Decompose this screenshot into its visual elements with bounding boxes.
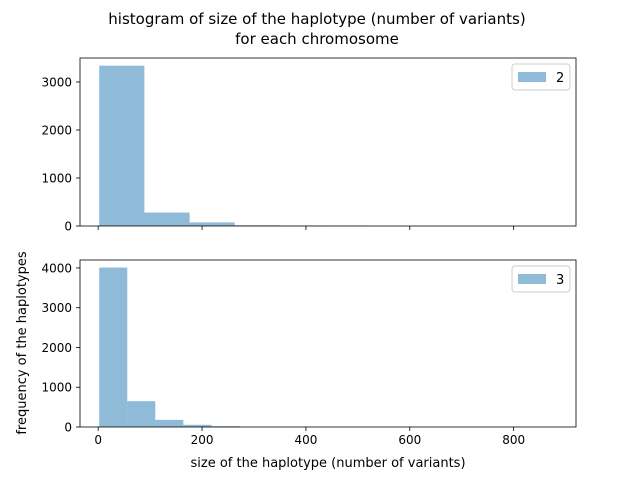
histogram-bar bbox=[127, 401, 155, 427]
histogram-bar bbox=[190, 222, 235, 226]
histogram-bar bbox=[144, 213, 189, 226]
y-tick-label: 0 bbox=[64, 220, 72, 234]
x-tick-label: 400 bbox=[294, 433, 317, 447]
x-tick-label: 800 bbox=[502, 433, 525, 447]
y-tick-label: 2000 bbox=[41, 341, 72, 355]
x-tick-label: 600 bbox=[398, 433, 421, 447]
chart-title-line1: histogram of size of the haplotype (numb… bbox=[108, 10, 525, 28]
legend-label: 2 bbox=[556, 71, 564, 86]
x-axis-label: size of the haplotype (number of variant… bbox=[190, 456, 465, 471]
x-tick-label: 200 bbox=[191, 433, 214, 447]
histogram-bar bbox=[155, 420, 183, 427]
histogram-bar bbox=[99, 66, 144, 226]
histogram-bar bbox=[99, 268, 127, 427]
y-tick-label: 2000 bbox=[41, 124, 72, 138]
legend-label: 3 bbox=[556, 273, 564, 288]
chart-title-line2: for each chromosome bbox=[235, 30, 399, 48]
legend-swatch bbox=[518, 274, 546, 284]
y-axis-label: frequency of the haplotypes bbox=[15, 251, 30, 435]
y-tick-label: 1000 bbox=[41, 381, 72, 395]
legend-swatch bbox=[518, 72, 546, 82]
y-tick-label: 0 bbox=[64, 421, 72, 435]
y-tick-label: 4000 bbox=[41, 261, 72, 275]
y-tick-label: 3000 bbox=[41, 76, 72, 90]
y-tick-label: 3000 bbox=[41, 301, 72, 315]
x-tick-label: 0 bbox=[94, 433, 102, 447]
y-tick-label: 1000 bbox=[41, 172, 72, 186]
